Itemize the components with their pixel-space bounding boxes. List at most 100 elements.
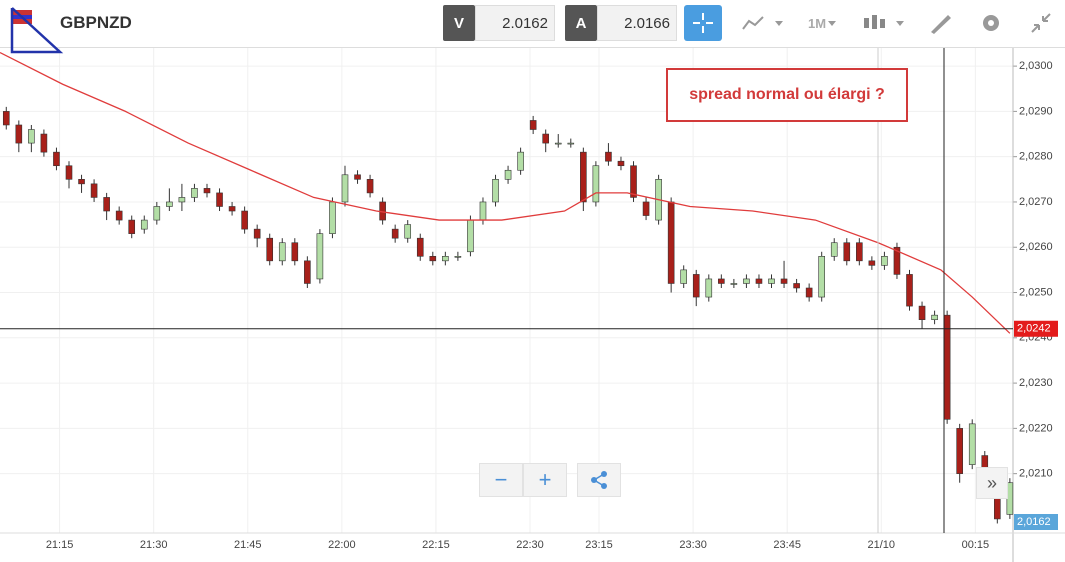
- collapse-icon: [1031, 13, 1051, 33]
- logo: [10, 7, 64, 54]
- candle-body: [730, 283, 738, 285]
- candle-body: [743, 278, 750, 284]
- candle-body: [830, 242, 838, 257]
- candle-body: [429, 256, 437, 262]
- candle-body: [529, 120, 537, 130]
- candle-body: [680, 269, 687, 284]
- candle-body: [994, 496, 1001, 520]
- current-price-label: 2,0242: [1017, 323, 1051, 335]
- crosshair-button[interactable]: [684, 5, 722, 41]
- timeframe: 1M: [807, 15, 827, 31]
- y-tick-label: 2,0280: [1019, 151, 1053, 163]
- candle-body: [178, 197, 186, 203]
- candles-icon: [864, 15, 904, 29]
- symbol: GBPNZD: [60, 13, 132, 32]
- candle-body: [667, 201, 675, 284]
- candle-body: [128, 219, 136, 234]
- candle-body: [592, 165, 600, 203]
- candle-body: [354, 174, 361, 180]
- candle-body: [630, 165, 637, 198]
- x-tick-label: 00:15: [962, 539, 990, 551]
- y-tick-label: 2,0220: [1019, 422, 1053, 434]
- candle-body: [705, 278, 713, 298]
- candle-body: [868, 260, 876, 266]
- candle-body: [65, 165, 73, 180]
- fullscreen-button[interactable]: [1026, 5, 1056, 41]
- candle-body: [404, 224, 412, 239]
- y-tick-label: 2,0260: [1019, 241, 1053, 253]
- settings-button[interactable]: [976, 5, 1006, 41]
- y-tick-label: 2,0250: [1019, 286, 1053, 298]
- y-tick-label: 2,0290: [1019, 105, 1053, 117]
- y-tick-label: 2,0300: [1019, 60, 1053, 72]
- candle-body: [329, 201, 336, 234]
- line-icon: [742, 16, 783, 30]
- current-price-tag: [1014, 320, 1058, 337]
- candle-body: [504, 169, 512, 180]
- sell-label[interactable]: V: [443, 5, 475, 41]
- crosshair-icon: [693, 13, 713, 33]
- bid-price-tag: [1014, 514, 1058, 530]
- y-tick-label: 2,0210: [1019, 468, 1053, 480]
- zoom-in[interactable]: +: [523, 463, 567, 497]
- candle-body: [931, 314, 938, 320]
- candle-body: [479, 201, 487, 221]
- annotation: spread normal ou élargi ?: [666, 68, 908, 122]
- sell-price[interactable]: 2.0162: [475, 5, 555, 41]
- candle-body: [517, 151, 524, 171]
- candle-body: [366, 179, 374, 194]
- x-tick-label: 23:30: [679, 539, 707, 551]
- candles-button[interactable]: [860, 5, 906, 41]
- candle-body: [253, 228, 261, 239]
- draw-button[interactable]: [926, 5, 956, 41]
- buy-price[interactable]: 2.0166: [597, 5, 677, 41]
- candle-body: [856, 242, 863, 262]
- candle-body: [442, 256, 449, 262]
- candle-body: [216, 192, 223, 207]
- pen-icon: [931, 15, 951, 34]
- share[interactable]: [577, 463, 621, 497]
- scroll-right[interactable]: »: [976, 467, 1008, 499]
- plot-background: [0, 48, 1013, 533]
- bid-price-label: 2,0162: [1017, 516, 1051, 528]
- candle-body: [90, 183, 98, 198]
- candle-body: [780, 278, 788, 284]
- candle-body: [103, 197, 110, 212]
- candle-body: [166, 201, 173, 207]
- candle-body: [53, 151, 60, 167]
- timeframe-button[interactable]: 1M: [803, 5, 843, 41]
- candle-body: [467, 219, 474, 253]
- y-tick-label: 2,0270: [1019, 196, 1053, 208]
- chart-type-button[interactable]: [740, 5, 786, 41]
- x-tick-label: 23:15: [585, 539, 613, 551]
- candle-body: [266, 237, 274, 262]
- candle-body: [605, 151, 612, 162]
- candle-body: [304, 260, 311, 284]
- candle-body: [718, 278, 725, 284]
- candle-body: [755, 278, 763, 284]
- candle-body: [956, 428, 963, 474]
- x-tick-label: 22:00: [328, 539, 356, 551]
- candle-body: [228, 206, 236, 212]
- share-icon: [591, 471, 607, 489]
- candle-body: [2, 111, 10, 126]
- candle-body: [316, 233, 324, 280]
- x-tick-label: 23:45: [773, 539, 801, 551]
- candle-body: [28, 129, 35, 144]
- buy-label[interactable]: A: [565, 5, 597, 41]
- candle-body: [341, 174, 349, 203]
- zoom-out[interactable]: −: [479, 463, 523, 497]
- y-tick-label: 2,0230: [1019, 377, 1053, 389]
- candle-body: [191, 188, 198, 198]
- outline: [10, 7, 64, 54]
- x-tick-label: 21/10: [868, 539, 896, 551]
- x-tick-label: 21:30: [140, 539, 168, 551]
- candle-body: [40, 133, 48, 153]
- candle-body: [918, 305, 926, 320]
- candle-body: [906, 274, 913, 307]
- candle-body: [115, 210, 123, 221]
- toolbar: GBPNZD V 2.0162 A 2.0166 1M: [0, 0, 1065, 54]
- x-tick-label: 21:15: [46, 539, 74, 551]
- candle-body: [943, 314, 951, 420]
